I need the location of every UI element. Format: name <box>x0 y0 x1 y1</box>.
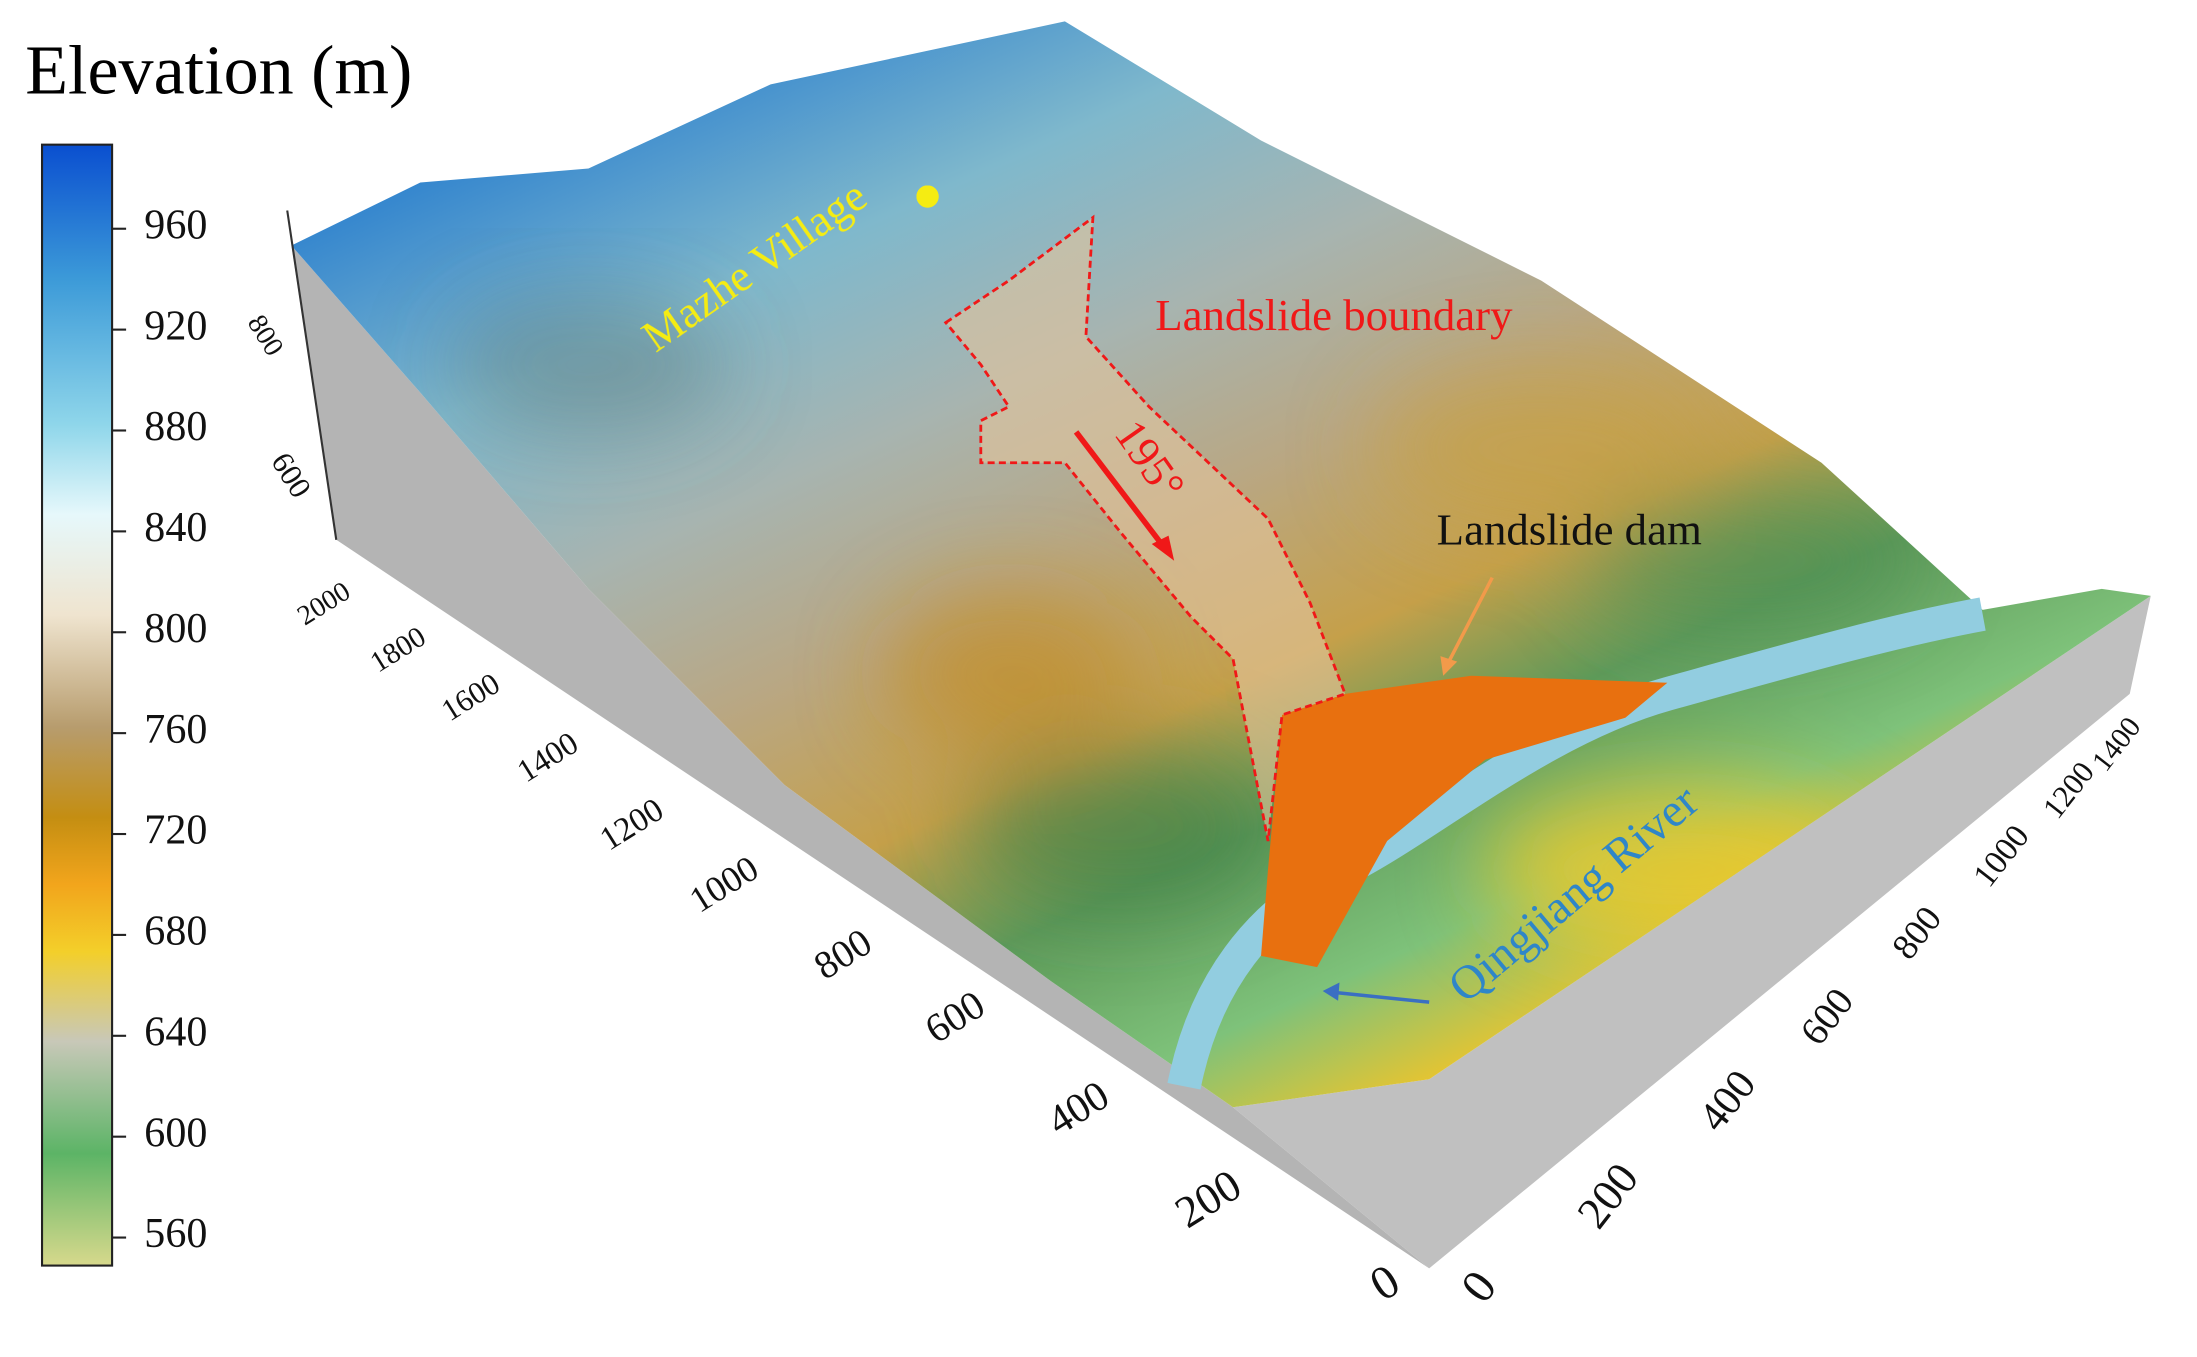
axis-tick-label: 1000 <box>682 848 765 921</box>
legend-title: Elevation (m) <box>25 32 412 109</box>
dam-label: Landslide dam <box>1437 504 1702 554</box>
colorbar-tick-label: 600 <box>144 1110 207 1156</box>
colorbar-tick-label: 880 <box>144 404 207 450</box>
axis-tick-label: 1200 <box>2036 755 2101 824</box>
river-arrow <box>1333 990 1430 1004</box>
axis-tick-label: 1800 <box>365 621 432 679</box>
arrowhead <box>1322 982 1340 1001</box>
colorbar-tick-label: 840 <box>144 505 207 551</box>
axis-tick-label: 600 <box>264 447 317 504</box>
axis-tick-label: 1600 <box>435 666 505 727</box>
arrowhead <box>1151 535 1175 561</box>
axis-tick-label: 2000 <box>292 576 356 632</box>
axis-tick-label: 1000 <box>1966 818 2037 894</box>
axis-tick-label: 0 <box>1451 1262 1507 1313</box>
dam-arrow <box>1445 576 1494 666</box>
axis-tick-label: 600 <box>917 982 993 1052</box>
river <box>1167 597 1986 1090</box>
landslide-boundary <box>943 214 1347 842</box>
boundary-label: Landslide boundary <box>1155 290 1513 340</box>
terrain-side <box>1233 595 2151 1269</box>
colorbar-tick-label: 800 <box>144 606 207 652</box>
axis-tick-label: 400 <box>1690 1062 1765 1140</box>
axis-tick-label: 1200 <box>594 791 671 858</box>
colorbar-tick-label: 680 <box>144 909 207 955</box>
colorbar-tick-label: 560 <box>144 1211 207 1257</box>
axis-tick-label: 600 <box>1792 980 1862 1053</box>
axis-tick-label: 1400 <box>510 724 584 789</box>
colorbar-tick-label: 720 <box>144 808 207 854</box>
axis-tick-label: 0 <box>1361 1255 1409 1312</box>
colorbar-tick-label: 920 <box>144 303 207 349</box>
axis-tick-label: 800 <box>1884 899 1949 967</box>
axis-tick-label: 800 <box>807 921 880 989</box>
axis-tick-label: 200 <box>1567 1154 1648 1238</box>
colorbar-tick-label: 640 <box>144 1009 207 1055</box>
direction-arrow <box>1073 430 1168 552</box>
axis-tick-label: 400 <box>1040 1072 1118 1144</box>
colorbar-tick-label: 760 <box>144 707 207 753</box>
landslide-dam <box>1261 675 1668 968</box>
z-axis <box>286 210 338 540</box>
village-marker <box>916 185 939 208</box>
colorbar-tick-label: 960 <box>144 202 207 248</box>
colorbar <box>40 143 114 1267</box>
colorbar-ticks: 960 920 880 840 800 760 720 680 640 600 560 <box>112 202 207 1257</box>
axis-tick-label: 800 <box>241 309 290 361</box>
axis-tick-label: 200 <box>1166 1160 1250 1238</box>
arrowhead <box>1440 656 1458 676</box>
